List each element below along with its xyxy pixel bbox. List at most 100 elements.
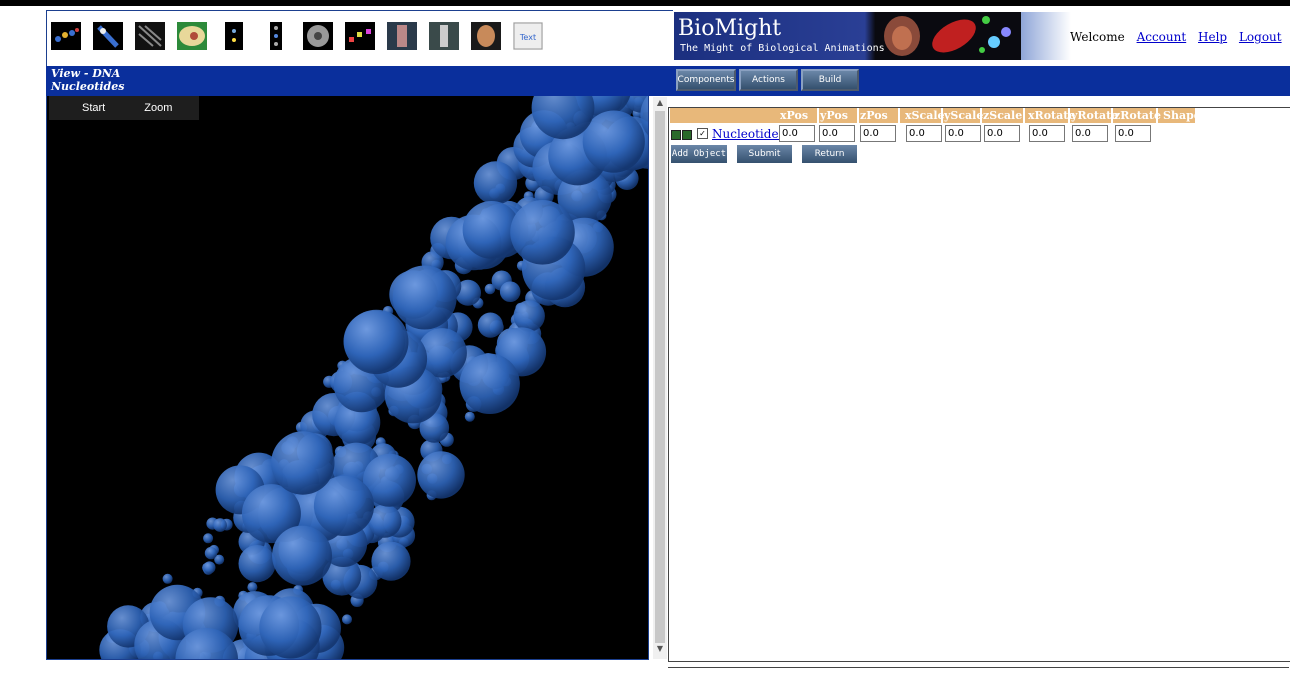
scroll-thumb[interactable]	[655, 111, 665, 643]
particles-thumb[interactable]	[345, 22, 375, 50]
nucleotide-sphere	[392, 265, 457, 330]
col-zscale: zScale	[983, 109, 1023, 122]
welcome-text: Welcome	[1070, 30, 1125, 44]
nucleotide-sphere	[247, 582, 258, 593]
xpos-field[interactable]	[779, 125, 815, 142]
nucleotide-sphere	[363, 453, 416, 507]
nucleotide-sphere	[272, 525, 332, 586]
helix-thumb[interactable]	[135, 22, 165, 50]
top-border	[0, 0, 1290, 6]
view-title-bar: View - DNA Nucleotides	[46, 66, 672, 96]
help-link[interactable]: Help	[1198, 30, 1228, 44]
col-zrotate: zRotate	[1114, 109, 1162, 122]
nucleotide-sphere	[499, 281, 521, 302]
anatomy-thumb[interactable]	[387, 22, 417, 50]
spiral-thumb[interactable]	[93, 22, 123, 50]
header-separator	[898, 108, 900, 123]
start-button[interactable]: Start	[82, 102, 106, 114]
ypos-field[interactable]	[819, 125, 855, 142]
nucleotide-sphere	[417, 328, 467, 378]
view-label: View - DNA Nucleotides	[51, 67, 124, 93]
biomight-banner[interactable]: BioMight The Might of Biological Animati…	[674, 12, 1021, 60]
zoom-button[interactable]: Zoom	[144, 102, 173, 114]
nucleotide-sphere	[342, 614, 352, 625]
skeleton-thumb[interactable]	[429, 22, 459, 50]
nucleotide-sphere	[162, 573, 173, 584]
banner-artwork	[884, 16, 1011, 56]
logout-link[interactable]: Logout	[1238, 30, 1282, 44]
scroll-up-icon[interactable]: ▲	[656, 98, 664, 107]
nucleotide-sphere	[484, 283, 496, 295]
sphere-thumb[interactable]	[303, 22, 333, 50]
submit-button[interactable]: Submit	[737, 145, 792, 163]
col-xscale: xScale	[905, 109, 945, 122]
nucleotide-sphere	[417, 451, 465, 499]
components-button[interactable]: Components	[676, 69, 736, 91]
nucleotide-sphere	[368, 504, 402, 538]
actions-button[interactable]: Actions	[739, 69, 798, 91]
header-separator	[1111, 108, 1113, 123]
nucleotide-sphere	[419, 413, 450, 443]
zscale-field[interactable]	[984, 125, 1020, 142]
view-label-line2: Nucleotides	[51, 80, 125, 93]
properties-panel	[668, 107, 1290, 662]
face-thumb[interactable]	[471, 22, 501, 50]
nucleotide-sphere	[259, 596, 322, 659]
nucleotide-scene	[99, 96, 648, 659]
panel-footer-line	[668, 667, 1289, 668]
return-button[interactable]: Return	[802, 145, 857, 163]
viewer-scrollbar[interactable]: ▲ ▼	[653, 97, 667, 659]
nucleotide-sphere	[213, 518, 227, 532]
zpos-field[interactable]	[860, 125, 896, 142]
property-header-row: xPos yPos zPos xScale yScale zScale xRot…	[670, 108, 1201, 123]
scroll-down-icon[interactable]: ▼	[656, 644, 664, 653]
col-yscale: yScale	[944, 109, 984, 122]
nucleotide-sphere	[241, 484, 301, 544]
nucleotide-sphere	[313, 475, 375, 536]
3d-viewer[interactable]: Start Zoom	[46, 96, 649, 660]
nucleotides-link[interactable]: Nucleotides	[712, 127, 785, 141]
col-yrotate: yRotate	[1071, 109, 1119, 122]
yscale-field[interactable]	[945, 125, 981, 142]
account-link[interactable]: Account	[1136, 30, 1187, 44]
header-separator	[1023, 108, 1025, 123]
molecule-thumb[interactable]	[219, 22, 249, 50]
nucleotide-sphere	[322, 556, 362, 596]
header-separator	[1068, 108, 1070, 123]
yrotate-field[interactable]	[1072, 125, 1108, 142]
nucleotide-chain-thumb[interactable]	[261, 22, 291, 50]
build-button[interactable]: Build	[801, 69, 859, 91]
dna-strand-thumb[interactable]	[51, 22, 81, 50]
thumbnail-strip: Text	[51, 22, 543, 50]
nucleotide-sphere	[204, 546, 218, 560]
expand-icon[interactable]	[671, 130, 681, 140]
xscale-field[interactable]	[906, 125, 942, 142]
cell-thumb[interactable]	[177, 22, 207, 50]
view-label-line1: View - DNA	[51, 67, 121, 80]
nucleotide-sphere	[473, 161, 518, 205]
collapse-icon[interactable]	[682, 130, 692, 140]
nucleotide-sphere	[459, 353, 520, 414]
col-xrotate: xRotate	[1028, 109, 1076, 122]
nucleotide-sphere	[477, 312, 503, 338]
col-ypos: yPos	[820, 109, 848, 122]
component-checkbox[interactable]: ✓	[697, 128, 708, 139]
nucleotide-sphere	[640, 96, 648, 136]
col-xpos: xPos	[780, 109, 809, 122]
nucleotide-sphere	[371, 541, 411, 581]
svg-text:Text: Text	[519, 33, 536, 42]
nucleotide-sphere	[462, 201, 521, 259]
header-separator	[1156, 108, 1158, 123]
xrotate-field[interactable]	[1029, 125, 1065, 142]
header-separator	[817, 108, 819, 123]
nucleotide-sphere	[531, 96, 595, 140]
nucleotide-sphere	[513, 300, 545, 332]
nucleotide-sphere	[344, 309, 409, 375]
command-toolbar: Components Actions Build	[672, 66, 1290, 96]
text-thumb[interactable]: Text	[513, 22, 543, 50]
zrotate-field[interactable]	[1115, 125, 1151, 142]
banner-subtitle: The Might of Biological Animations	[680, 43, 885, 54]
add-object-button[interactable]: Add Object	[671, 145, 727, 163]
nucleotide-sphere	[582, 110, 645, 173]
banner-title: BioMight	[678, 16, 782, 41]
